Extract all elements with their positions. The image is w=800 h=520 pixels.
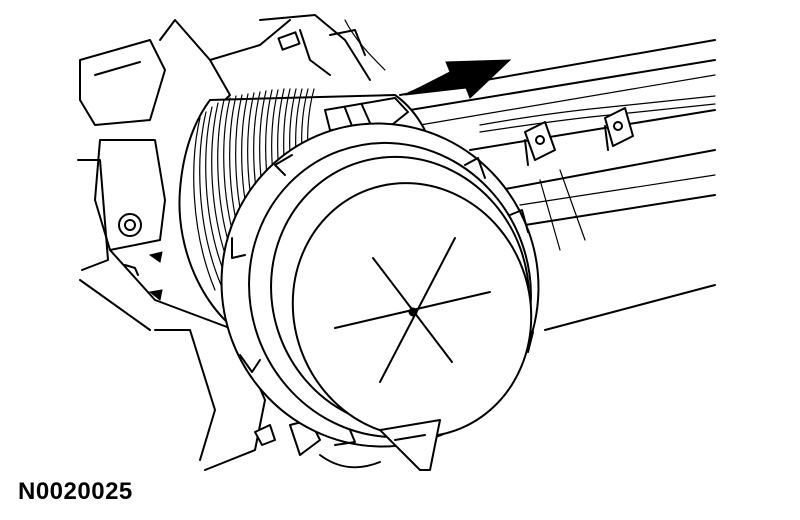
engine-bay-structure xyxy=(77,14,386,471)
figure-id-label: N0020025 xyxy=(18,478,133,505)
mounting-bolt-icon xyxy=(118,213,142,237)
air-filter-housing-cover xyxy=(220,122,540,448)
drain-valve xyxy=(379,419,441,471)
hose-clip-icon xyxy=(124,251,163,301)
mounting-bracket-right xyxy=(604,107,634,151)
cover-latch-clip xyxy=(324,97,409,131)
intake-duct-housing xyxy=(399,39,716,331)
mounting-bracket-left xyxy=(524,121,556,166)
direction-arrow-icon xyxy=(404,59,512,99)
